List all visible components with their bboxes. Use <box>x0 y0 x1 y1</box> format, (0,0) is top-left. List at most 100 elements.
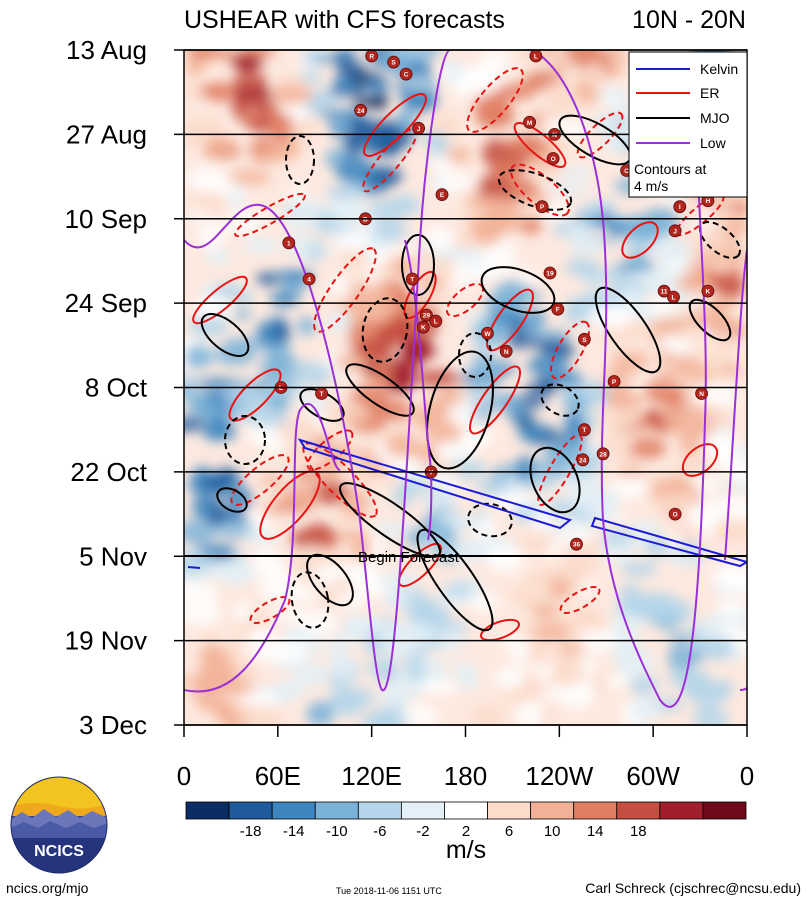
storm-marker-dot <box>416 320 430 334</box>
shear-cell <box>549 576 572 600</box>
shear-cell <box>328 635 350 661</box>
shear-cell <box>184 386 198 398</box>
shear-cell <box>565 50 602 65</box>
shear-cell <box>263 502 280 515</box>
shear-cell <box>442 583 476 596</box>
er-contour <box>513 122 567 168</box>
storm-marker-dot <box>570 537 583 551</box>
shear-cell <box>559 540 603 568</box>
shear-cell <box>486 544 524 572</box>
mjo-contour-dashed <box>361 297 409 363</box>
legend-er-label: ER <box>700 85 719 101</box>
storm-marker: E <box>435 188 449 202</box>
wave-contours <box>184 50 747 708</box>
storm-marker: J <box>668 224 682 238</box>
y-tick-label: 19 Nov <box>65 626 147 656</box>
storm-marker-label: H <box>706 198 711 205</box>
shear-cell <box>435 247 480 259</box>
x-tick-label: 60E <box>255 761 301 791</box>
colorbar-unit: m/s <box>446 836 486 864</box>
shear-cell <box>617 635 641 661</box>
storm-marker-label: C <box>404 72 409 79</box>
mjo-contour <box>200 313 250 357</box>
shear-cell <box>494 667 528 689</box>
shear-cell <box>471 354 502 378</box>
colorbar-swatch <box>228 801 273 820</box>
storm-marker-label: I <box>679 204 681 211</box>
shear-cell <box>184 598 221 626</box>
er-contour <box>313 247 377 333</box>
ncics-logo: NCICS <box>10 776 108 874</box>
shear-cell <box>515 700 544 725</box>
shear-cell <box>486 310 529 324</box>
mjo-contour-dashed <box>467 502 513 538</box>
storm-marker-dot <box>529 50 543 63</box>
shear-cell <box>189 191 230 214</box>
shear-cell <box>725 266 745 279</box>
shear-cell <box>312 563 347 579</box>
shear-cell <box>215 523 259 537</box>
mjo-contour-dashed <box>497 169 573 211</box>
shear-cell <box>405 658 425 683</box>
colorbar-swatch <box>271 801 316 820</box>
storm-marker-label: O <box>551 156 556 163</box>
shear-cell <box>200 83 224 99</box>
shear-cell <box>515 455 535 483</box>
storm-marker-dot <box>578 332 591 346</box>
storm-marker: 11 <box>657 284 671 298</box>
shear-cell <box>453 260 471 288</box>
y-tick-label: 24 Sep <box>65 288 147 318</box>
shear-cell <box>427 132 447 158</box>
shear-cell <box>459 666 479 692</box>
shear-cell <box>609 101 633 117</box>
shear-cell <box>717 597 741 618</box>
shear-cell <box>643 409 663 427</box>
shear-cell <box>242 97 262 108</box>
chart-title: USHEAR with CFS forecasts <box>184 6 505 34</box>
shear-cell <box>327 311 352 333</box>
shear-cell <box>471 704 506 725</box>
shear-cell <box>327 676 350 690</box>
shear-cell <box>255 146 284 163</box>
storm-marker: F <box>551 302 565 316</box>
shear-cell <box>710 276 746 295</box>
storm-marker-dot <box>499 344 513 358</box>
mjo-contour <box>426 350 494 470</box>
shear-cell <box>625 351 649 370</box>
storm-marker: T <box>578 423 591 437</box>
shear-cell <box>519 217 543 234</box>
shear-cell <box>389 643 416 658</box>
shear-cell <box>335 157 377 185</box>
shear-cell <box>232 669 261 682</box>
low-contour <box>529 50 707 708</box>
shear-cell <box>568 223 592 239</box>
legend-kelvin-label: Kelvin <box>700 61 738 77</box>
shear-cell <box>223 386 266 405</box>
shear-cell <box>364 77 390 94</box>
mjo-contour <box>345 363 415 417</box>
shear-cell <box>576 206 602 217</box>
shear-cell <box>326 183 365 201</box>
low-contour <box>724 249 747 561</box>
shear-cell <box>717 202 734 229</box>
er-contour <box>469 365 521 435</box>
shear-cell <box>673 413 714 441</box>
shear-cell <box>617 455 639 466</box>
shear-cell <box>297 316 316 336</box>
storm-marker: 4 <box>302 272 316 286</box>
shear-cell <box>597 87 632 100</box>
storm-marker: L <box>667 290 680 304</box>
storm-marker-label: 24 <box>579 457 587 464</box>
shear-cell <box>240 50 277 57</box>
shear-cell <box>650 238 693 263</box>
er-contour-dashed <box>576 111 624 159</box>
footer-site[interactable]: ncics.org/mjo <box>6 880 89 896</box>
er-contour <box>397 542 443 588</box>
shear-cell <box>252 555 288 580</box>
shear-cell <box>184 519 217 545</box>
shear-cell <box>597 328 640 343</box>
storm-marker-dot <box>668 507 682 521</box>
shear-cell <box>470 593 499 611</box>
shear-cell <box>445 57 463 86</box>
storm-marker: K <box>701 284 715 298</box>
